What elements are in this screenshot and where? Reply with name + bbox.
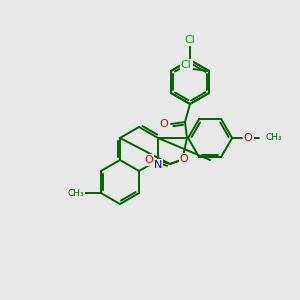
Text: N: N xyxy=(154,160,162,170)
Text: O: O xyxy=(180,154,188,164)
Text: CH₃: CH₃ xyxy=(68,188,84,197)
Text: O: O xyxy=(244,133,253,143)
Text: Cl: Cl xyxy=(181,60,191,70)
Text: O: O xyxy=(160,119,168,129)
Text: O: O xyxy=(145,155,153,165)
Text: CH₃: CH₃ xyxy=(265,134,282,142)
Text: Cl: Cl xyxy=(184,35,195,45)
